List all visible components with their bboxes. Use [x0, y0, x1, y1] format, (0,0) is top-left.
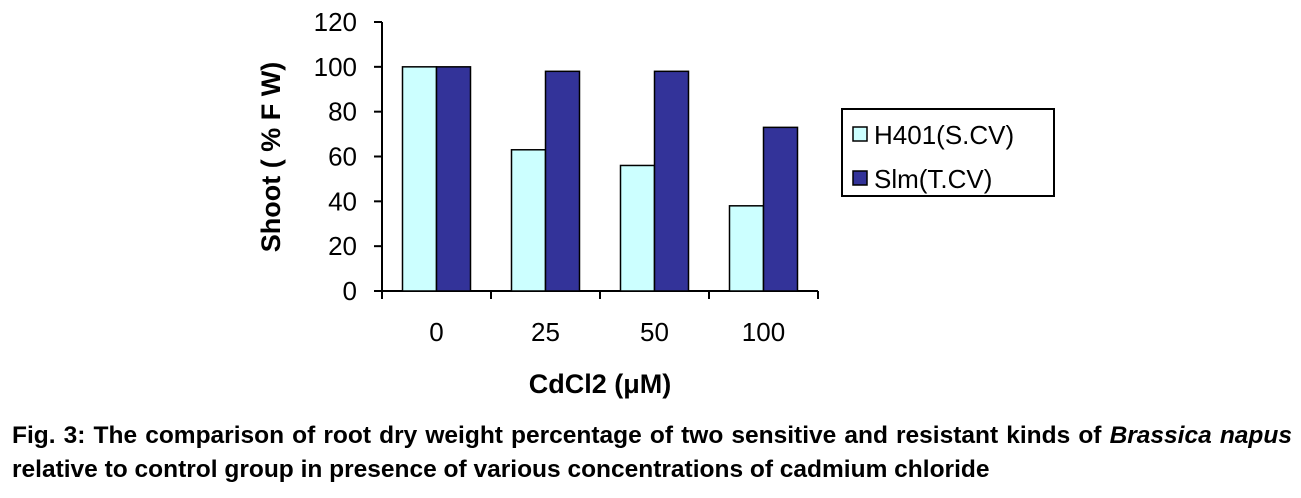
y-tick-label: 40: [328, 186, 357, 216]
y-tick-label: 80: [328, 97, 357, 127]
bar-h401-100: [728, 205, 765, 292]
bar-h401-0: [401, 66, 438, 292]
bars: [401, 66, 799, 292]
y-tick-label: 100: [314, 52, 357, 82]
caption-text-part2: relative to control group in presence of…: [12, 456, 990, 483]
legend-box: [841, 108, 1055, 197]
legend-label-slm: Slm(T.CV): [874, 164, 992, 194]
y-axis-title: Shoot ( % F W): [256, 62, 286, 252]
y-tick-label: 60: [328, 142, 357, 172]
bar-slm-0: [435, 66, 472, 292]
x-tick-label: 100: [742, 317, 785, 347]
legend-swatch-h401: [852, 126, 868, 142]
y-tick-label: 120: [314, 7, 357, 37]
caption-text-part1: The comparison of root dry weight percen…: [85, 422, 1110, 449]
caption-label: Fig. 3:: [12, 422, 86, 449]
x-axis: 0 25 50 100: [381, 290, 819, 347]
legend: H401(S.CV) Slm(T.CV): [841, 108, 1055, 197]
legend-swatch-slm: [852, 170, 868, 186]
bar-h401-50: [619, 164, 656, 292]
figure-caption: Fig. 3: The comparison of root dry weigh…: [12, 419, 1292, 487]
x-axis-title: CdCl2 (μM): [529, 369, 672, 399]
x-tick-label: 50: [640, 317, 669, 347]
x-tick-label: 0: [429, 317, 443, 347]
y-tick-label: 20: [328, 231, 357, 261]
bar-slm-100: [762, 126, 799, 292]
y-tick-label: 0: [343, 276, 357, 306]
bar-slm-50: [653, 70, 690, 292]
caption-species: Brassica napus: [1109, 422, 1292, 449]
legend-label-h401: H401(S.CV): [874, 120, 1014, 150]
bar-h401-25: [510, 149, 547, 292]
bar-slm-25: [544, 70, 581, 292]
y-axis: 0 20 40 60 80 100 120: [314, 7, 383, 306]
x-tick-label: 25: [531, 317, 560, 347]
